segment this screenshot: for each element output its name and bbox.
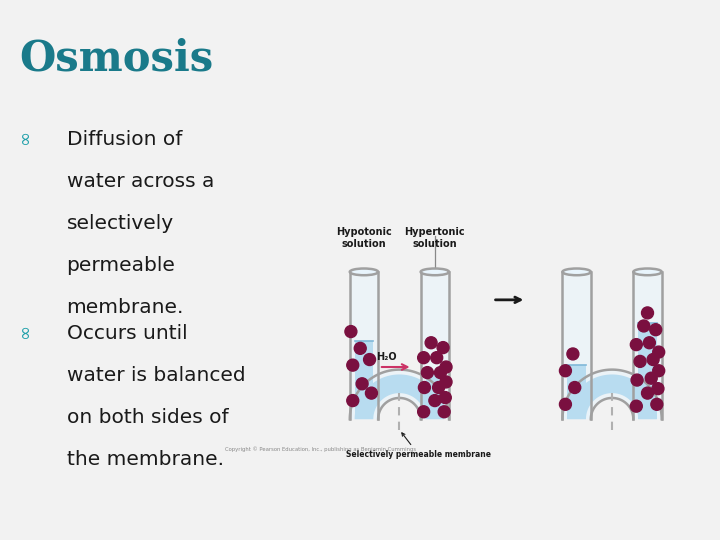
Circle shape: [425, 337, 437, 349]
Circle shape: [437, 342, 449, 354]
Circle shape: [431, 352, 443, 363]
Circle shape: [418, 352, 430, 363]
Circle shape: [567, 348, 579, 360]
Circle shape: [630, 339, 642, 350]
Circle shape: [439, 392, 451, 403]
Circle shape: [559, 364, 572, 377]
Text: ∞: ∞: [17, 324, 35, 339]
Text: Hypotonic
solution: Hypotonic solution: [336, 227, 392, 249]
Text: Copyright © Pearson Education, Inc., publishing as Benjamin Cummings: Copyright © Pearson Education, Inc., pub…: [225, 447, 417, 452]
Text: Occurs until: Occurs until: [66, 324, 187, 343]
Circle shape: [347, 359, 359, 371]
Polygon shape: [567, 366, 586, 419]
Polygon shape: [350, 369, 449, 419]
Polygon shape: [355, 341, 373, 419]
Ellipse shape: [562, 268, 591, 275]
Ellipse shape: [420, 268, 449, 275]
Polygon shape: [420, 272, 449, 419]
Circle shape: [434, 367, 446, 379]
Circle shape: [433, 382, 444, 394]
Text: Hypertonic
solution: Hypertonic solution: [405, 227, 465, 249]
Circle shape: [421, 367, 433, 379]
Circle shape: [347, 395, 359, 407]
Circle shape: [647, 354, 659, 366]
Circle shape: [644, 337, 655, 349]
Circle shape: [366, 387, 377, 399]
Circle shape: [418, 382, 431, 394]
Circle shape: [634, 355, 646, 367]
Circle shape: [345, 326, 357, 338]
Circle shape: [438, 406, 450, 418]
Polygon shape: [350, 272, 378, 419]
Polygon shape: [562, 272, 591, 419]
Circle shape: [440, 376, 452, 388]
Circle shape: [653, 364, 665, 377]
Text: on both sides of: on both sides of: [66, 408, 228, 427]
Circle shape: [354, 342, 366, 354]
Circle shape: [356, 378, 368, 390]
Text: water is balanced: water is balanced: [66, 366, 245, 385]
Circle shape: [364, 354, 376, 366]
Text: the membrane.: the membrane.: [66, 450, 223, 469]
Text: selectively: selectively: [66, 214, 174, 233]
Text: permeable: permeable: [66, 256, 176, 275]
Circle shape: [649, 323, 662, 336]
Polygon shape: [567, 374, 657, 419]
Circle shape: [559, 399, 572, 410]
Text: membrane.: membrane.: [66, 298, 184, 317]
Circle shape: [418, 406, 430, 418]
Circle shape: [429, 395, 441, 407]
Text: Osmosis: Osmosis: [19, 38, 213, 80]
Circle shape: [645, 372, 657, 384]
Polygon shape: [634, 272, 662, 419]
Circle shape: [630, 400, 642, 412]
Polygon shape: [355, 374, 444, 419]
Circle shape: [653, 346, 665, 358]
Text: water across a: water across a: [66, 172, 214, 191]
Ellipse shape: [634, 268, 662, 275]
Circle shape: [642, 307, 654, 319]
Polygon shape: [562, 369, 662, 419]
Polygon shape: [638, 323, 657, 419]
Circle shape: [440, 361, 452, 373]
Circle shape: [631, 374, 643, 386]
Circle shape: [652, 383, 664, 395]
Circle shape: [651, 399, 663, 410]
Text: H₂O: H₂O: [376, 352, 397, 362]
Circle shape: [569, 382, 581, 394]
Polygon shape: [426, 374, 444, 419]
Circle shape: [638, 320, 649, 332]
Ellipse shape: [350, 268, 378, 275]
Text: Diffusion of: Diffusion of: [66, 130, 182, 148]
Circle shape: [642, 387, 654, 399]
Text: ∞: ∞: [17, 130, 35, 145]
Text: Selectively permeable membrane: Selectively permeable membrane: [346, 433, 490, 458]
